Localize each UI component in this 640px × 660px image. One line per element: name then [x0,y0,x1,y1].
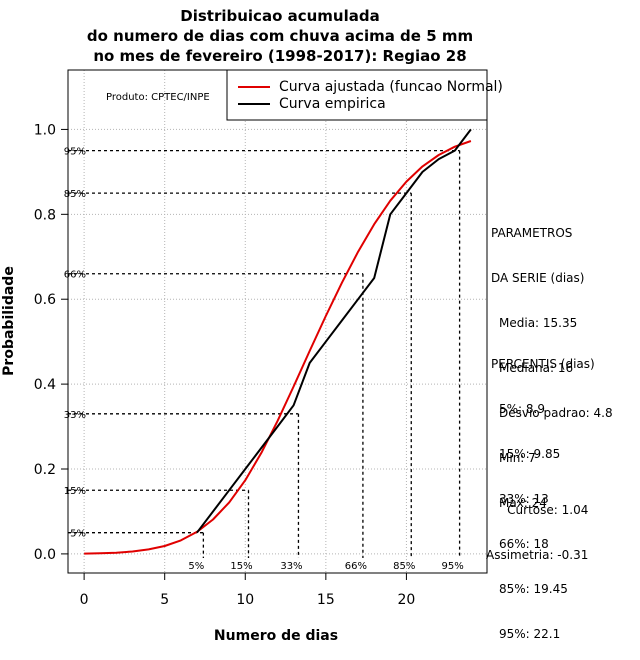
parameters-heading-1: PARAMETROS [491,226,573,240]
legend-box [226,69,488,121]
percentile-85: 85%: 19.45 [499,582,568,596]
x-tick-label: 20 [398,592,416,608]
percentile-y-label: 5% [70,529,86,540]
chart-title-line-3: no mes de fevereiro (1998-2017): Regiao … [93,47,467,65]
assimetria-value: Assimetria: -0.31 [486,548,589,562]
product-label: Produto: CPTEC/INPE [106,92,210,103]
y-tick-label: 0.6 [34,292,56,308]
percentile-x-label: 15% [230,561,252,572]
percentile-95: 95%: 22.1 [499,627,561,641]
param-desvio: Desvio padrao: 4.8 [499,406,613,420]
fitted-normal-curve [84,140,472,555]
x-tick-label: 10 [236,592,254,608]
percentile-x-label: 85% [393,561,415,572]
x-axis-label: Numero de dias [214,628,338,644]
empirical-curve [196,128,472,534]
percentile-x-label: 95% [441,561,463,572]
percentile-y-label: 15% [64,486,86,497]
y-tick-label: 1.0 [34,122,56,138]
percentile-66: 66%: 18 [499,537,549,551]
percentile-y-label: 95% [64,147,86,158]
y-tick-label: 0.0 [34,547,56,563]
param-media: Media: 15.35 [499,316,578,330]
percentile-5: 5%: 8.9 [499,402,545,416]
parameters-heading-2: DA SERIE (dias) [491,271,585,285]
x-tick-label: 15 [317,592,335,608]
plot-frame [67,69,488,574]
y-tick-label: 0.2 [34,462,56,478]
percentiles-panel: PERCENTIS (dias) 5%: 8.9 15%: 9.85 33%: … [491,327,595,657]
shape-panel: Curtose: 1.04 Assimetria: -0.31 [486,473,588,578]
x-tick-label: 5 [160,592,169,608]
percentile-15: 15%: 9.85 [499,447,561,461]
percentile-x-label: 33% [280,561,302,572]
percentile-y-label: 66% [64,270,86,281]
param-max: Max: 24 [499,496,547,510]
percentile-y-label: 33% [64,410,86,421]
x-tick-label: 0 [80,592,89,608]
percentile-y-label: 85% [64,189,86,200]
percentile-x-label: 5% [188,561,204,572]
y-tick-label: 0.8 [34,207,56,223]
chart-title-line-2: do numero de dias com chuva acima de 5 m… [86,27,474,45]
y-tick-label: 0.4 [34,377,56,393]
percentile-33: 33%: 13 [499,492,549,506]
param-min: Min: 7 [499,451,536,465]
chart-title-line-1: Distribuicao acumulada [180,7,380,25]
legend-label-empirical: Curva empirica [279,96,386,112]
legend-label-fitted: Curva ajustada (funcao Normal) [279,79,503,95]
parameters-panel: PARAMETROS DA SERIE (dias) Media: 15.35 … [491,196,613,526]
percentile-x-label: 66% [345,561,367,572]
curtose-value: Curtose: 1.04 [507,503,589,517]
percentiles-heading: PERCENTIS (dias) [491,357,595,371]
param-mediana: Mediana: 16 [499,361,574,375]
y-axis-label: Probabilidade [1,266,17,376]
legend: Curva ajustada (funcao Normal) Curva emp… [226,69,503,121]
